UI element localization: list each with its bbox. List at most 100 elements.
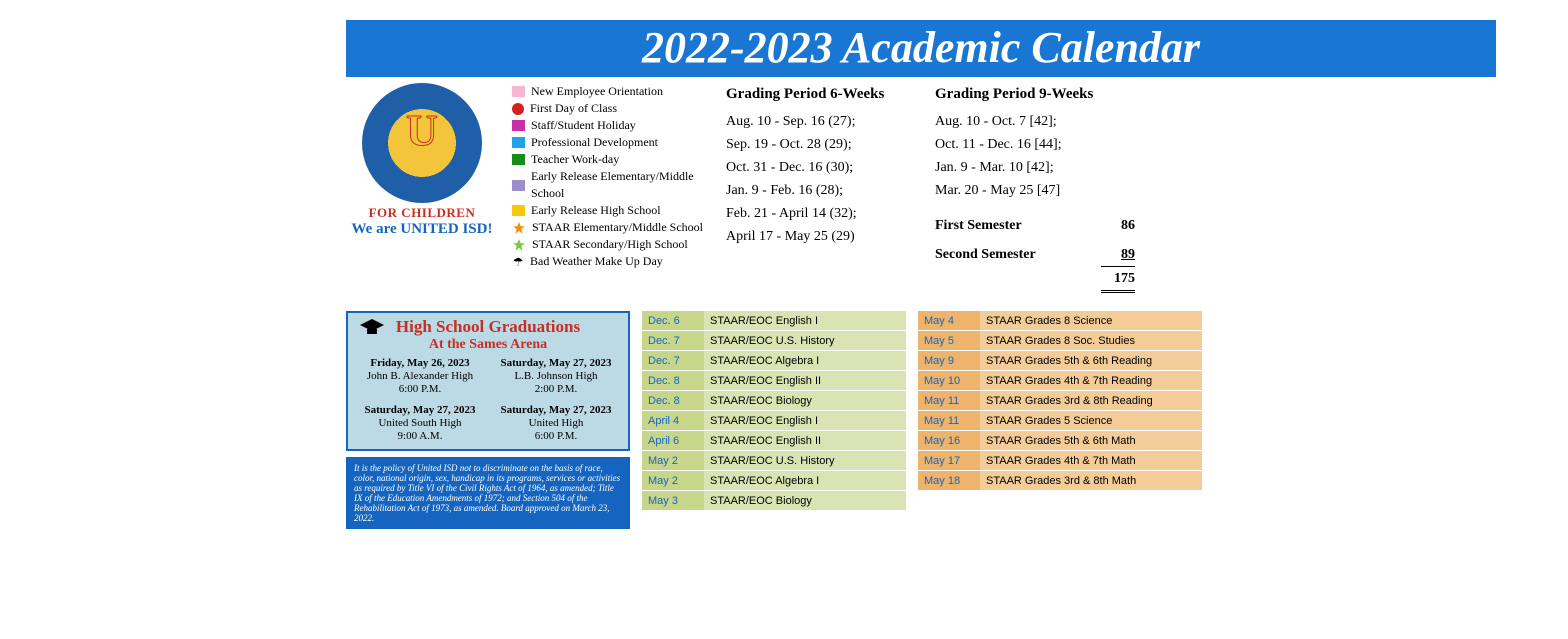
test-name: STAAR Grades 5th & 6th Reading <box>980 351 1202 371</box>
grading-row: Oct. 31 - Dec. 16 (30); <box>726 156 921 179</box>
test-name: STAAR/EOC English II <box>704 371 906 391</box>
legend-icon <box>512 154 525 165</box>
test-date: Dec. 8 <box>642 371 704 391</box>
grad-cell: Friday, May 26, 2023John B. Alexander Hi… <box>354 357 486 396</box>
table-row: Dec. 7STAAR/EOC Algebra I <box>642 351 906 371</box>
legend: New Employee OrientationFirst Day of Cla… <box>512 83 712 293</box>
grading-row: Mar. 20 - May 25 [47] <box>935 179 1135 202</box>
test-name: STAAR/EOC Algebra I <box>704 351 906 371</box>
svg-text:U: U <box>406 106 438 155</box>
table-row: May 10STAAR Grades 4th & 7th Reading <box>918 371 1202 391</box>
test-date: May 5 <box>918 331 980 351</box>
test-date: May 2 <box>642 451 704 471</box>
grading-6weeks-heading: Grading Period 6-Weeks <box>726 83 921 106</box>
legend-item: Early Release Elementary/Middle School <box>512 168 712 202</box>
test-date: May 11 <box>918 391 980 411</box>
table-row: May 3STAAR/EOC Biology <box>642 491 906 511</box>
top-section: U FOR CHILDREN We are UNITED ISD! New Em… <box>346 83 1496 293</box>
grading-row: Feb. 21 - April 14 (32); <box>726 202 921 225</box>
legend-item: First Day of Class <box>512 100 712 117</box>
sem-total: 175 <box>1101 266 1135 293</box>
table-row: Dec. 8STAAR/EOC English II <box>642 371 906 391</box>
legend-label: STAAR Secondary/High School <box>532 236 688 253</box>
grad-cell: Saturday, May 27, 2023L.B. Johnson High2… <box>490 357 622 396</box>
grad-cap-icon <box>358 317 386 337</box>
test-name: STAAR Grades 3rd & 8th Math <box>980 471 1202 491</box>
test-date: April 4 <box>642 411 704 431</box>
table-row: Dec. 7STAAR/EOC U.S. History <box>642 331 906 351</box>
legend-item: ☂ Bad Weather Make Up Day <box>512 253 712 270</box>
legend-item: New Employee Orientation <box>512 83 712 100</box>
legend-icon <box>512 86 525 97</box>
grad-subtitle: At the Sames Arena <box>354 337 622 353</box>
test-date: May 17 <box>918 451 980 471</box>
grading-row: Jan. 9 - Feb. 16 (28); <box>726 179 921 202</box>
test-date: May 10 <box>918 371 980 391</box>
logo-subtitle: FOR CHILDREN <box>346 205 498 221</box>
table-row: May 17STAAR Grades 4th & 7th Math <box>918 451 1202 471</box>
legend-icon <box>512 137 525 148</box>
bottom-section: High School Graduations At the Sames Are… <box>346 311 1496 529</box>
test-name: STAAR Grades 4th & 7th Math <box>980 451 1202 471</box>
grading-row: Aug. 10 - Oct. 7 [42]; <box>935 110 1135 133</box>
test-name: STAAR/EOC English II <box>704 431 906 451</box>
test-date: May 2 <box>642 471 704 491</box>
test-name: STAAR Grades 5 Science <box>980 411 1202 431</box>
grading-row: April 17 - May 25 (29) <box>726 225 921 248</box>
test-name: STAAR/EOC English I <box>704 411 906 431</box>
legend-icon <box>512 205 525 216</box>
table-row: May 11STAAR Grades 5 Science <box>918 411 1202 431</box>
test-name: STAAR/EOC U.S. History <box>704 451 906 471</box>
table-row: May 9STAAR Grades 5th & 6th Reading <box>918 351 1202 371</box>
legend-label: Staff/Student Holiday <box>531 117 636 134</box>
test-date: Dec. 8 <box>642 391 704 411</box>
grad-title: High School Graduations <box>354 317 622 337</box>
test-name: STAAR/EOC English I <box>704 311 906 331</box>
legend-icon <box>512 120 525 131</box>
legend-icon <box>512 221 526 235</box>
test-name: STAAR/EOC U.S. History <box>704 331 906 351</box>
legend-label: STAAR Elementary/Middle School <box>532 219 703 236</box>
legend-item: Staff/Student Holiday <box>512 117 712 134</box>
table-row: May 5STAAR Grades 8 Soc. Studies <box>918 331 1202 351</box>
sem1-label: First Semester <box>935 214 1022 237</box>
test-date: Dec. 7 <box>642 331 704 351</box>
sem1-value: 86 <box>1101 214 1135 237</box>
table-row: May 4STAAR Grades 8 Science <box>918 311 1202 331</box>
grading-row: Sep. 19 - Oct. 28 (29); <box>726 133 921 156</box>
legend-item: Teacher Work-day <box>512 151 712 168</box>
staar-eoc-table: Dec. 6STAAR/EOC English IDec. 7STAAR/EOC… <box>642 311 906 511</box>
legend-label: New Employee Orientation <box>531 83 663 100</box>
grad-cell: Saturday, May 27, 2023United South High9… <box>354 404 486 443</box>
test-date: April 6 <box>642 431 704 451</box>
grading-row: Oct. 11 - Dec. 16 [44]; <box>935 133 1135 156</box>
test-date: May 18 <box>918 471 980 491</box>
legend-label: First Day of Class <box>530 100 617 117</box>
legend-item: STAAR Secondary/High School <box>512 236 712 253</box>
legend-icon <box>512 103 524 115</box>
test-name: STAAR/EOC Biology <box>704 391 906 411</box>
table-row: April 6STAAR/EOC English II <box>642 431 906 451</box>
test-name: STAAR Grades 5th & 6th Math <box>980 431 1202 451</box>
test-date: Dec. 7 <box>642 351 704 371</box>
district-logo-icon: U <box>362 83 482 203</box>
grading-row: Aug. 10 - Sep. 16 (27); <box>726 110 921 133</box>
test-date: Dec. 6 <box>642 311 704 331</box>
table-row: May 18STAAR Grades 3rd & 8th Math <box>918 471 1202 491</box>
test-name: STAAR/EOC Algebra I <box>704 471 906 491</box>
legend-label: Early Release High School <box>531 202 661 219</box>
legend-icon: ☂ <box>512 256 524 268</box>
policy-statement: It is the policy of United ISD not to di… <box>346 457 630 529</box>
legend-icon <box>512 180 525 191</box>
graduation-box: High School Graduations At the Sames Are… <box>346 311 630 451</box>
legend-label: Bad Weather Make Up Day <box>530 253 663 270</box>
legend-item: STAAR Elementary/Middle School <box>512 219 712 236</box>
legend-label: Teacher Work-day <box>531 151 619 168</box>
legend-label: Early Release Elementary/Middle School <box>531 168 712 202</box>
grad-cell: Saturday, May 27, 2023United High6:00 P.… <box>490 404 622 443</box>
staar-grades-table: May 4STAAR Grades 8 ScienceMay 5STAAR Gr… <box>918 311 1202 491</box>
legend-item: Early Release High School <box>512 202 712 219</box>
test-date: May 16 <box>918 431 980 451</box>
legend-icon <box>512 238 526 252</box>
test-name: STAAR Grades 4th & 7th Reading <box>980 371 1202 391</box>
